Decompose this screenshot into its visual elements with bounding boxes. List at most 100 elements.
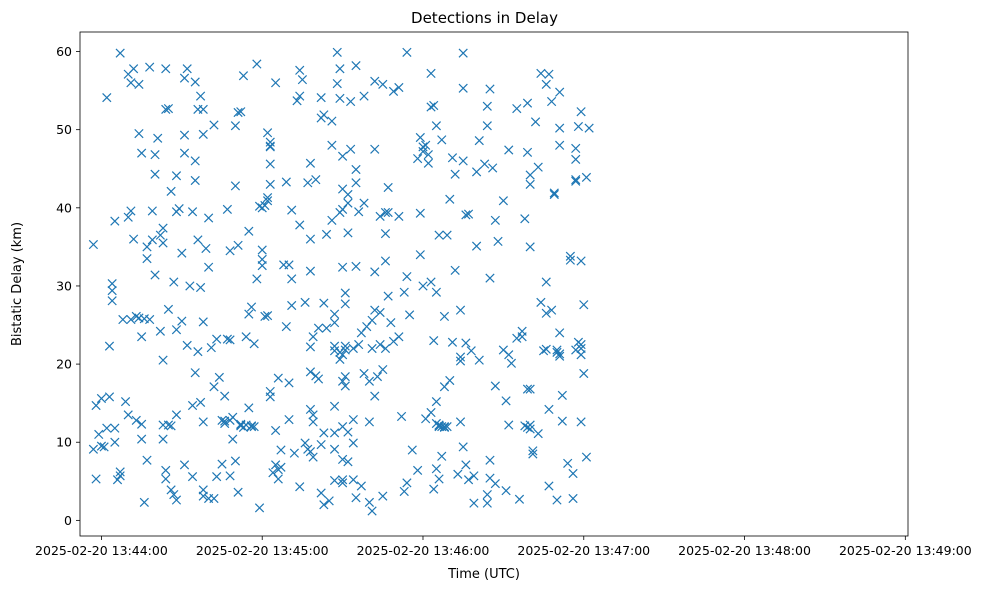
data-point [182,340,192,350]
data-point [329,444,340,454]
data-point [571,154,581,164]
data-point [546,96,557,107]
data-point [536,68,546,79]
data-point [343,189,353,200]
data-point [182,64,192,74]
data-point [158,223,168,233]
data-point [576,417,586,427]
data-point [351,164,361,175]
data-point [450,169,460,179]
data-point [442,421,452,432]
data-point [308,332,318,342]
data-point [112,475,123,485]
y-tick-label: 60 [56,44,72,59]
y-tick-label: 20 [56,357,72,372]
data-point [340,299,350,309]
y-tick-label: 30 [56,278,72,293]
data-point [498,196,509,206]
data-point [96,393,107,404]
data-point [94,429,104,440]
data-point [246,302,257,312]
data-point [107,296,117,306]
data-point [329,346,340,356]
data-point [327,215,337,225]
data-point [166,485,176,495]
data-point [102,423,112,433]
data-point [429,336,439,346]
data-point [329,475,340,486]
data-point [343,198,353,208]
data-point [203,213,214,223]
y-axis-label: Bistatic Delay (km) [10,222,25,346]
data-point [415,132,425,143]
data-point [238,71,249,81]
data-point [431,464,442,474]
data-point [150,150,160,160]
data-point [552,347,562,357]
data-point [482,498,492,508]
data-point [300,297,310,307]
data-point [262,196,273,206]
data-point [555,349,565,359]
data-point [161,64,171,74]
data-point [413,153,423,164]
data-point [163,103,174,114]
data-point [490,381,500,391]
data-point [110,423,120,433]
data-point [104,341,115,351]
data-point [458,442,468,452]
data-point [431,287,442,297]
data-point [110,437,120,447]
plot-frame [79,31,909,537]
data-point [525,424,535,434]
data-point [426,277,436,287]
data-point [292,96,302,106]
data-point [303,178,313,188]
data-point [145,62,155,72]
data-point [399,287,409,297]
data-point [522,98,533,108]
data-point [458,48,468,58]
data-point [581,452,592,462]
data-point [179,130,190,140]
data-point [166,421,176,431]
data-point [123,212,133,222]
data-point [150,169,160,179]
data-point [198,129,208,139]
data-point [351,493,361,503]
data-point [356,481,366,491]
data-point [161,474,171,484]
x-tick-label: 2025-02-20 13:48:00 [678,543,811,558]
data-point [522,384,533,394]
x-axis: 2025-02-20 13:44:00 2025-02-20 13:45:00 20… [35,536,972,558]
data-point [252,274,262,284]
data-point [139,497,149,508]
data-point [541,277,551,287]
data-point [346,144,356,154]
data-point [552,495,562,505]
data-point [201,243,211,254]
data-point [88,444,99,454]
data-point [265,179,275,189]
data-point [533,429,543,439]
data-point [380,207,391,218]
data-point [198,491,208,501]
data-point [150,270,160,280]
data-point [576,107,586,117]
data-point [297,75,308,85]
data-point [262,128,273,138]
data-point [418,142,428,152]
data-point [418,146,428,157]
data-point [372,371,383,382]
data-point [337,204,348,215]
data-point [474,355,484,365]
data-point [270,78,281,88]
data-point [434,230,444,240]
data-point [555,328,565,338]
data-point [471,167,482,177]
data-point [354,207,364,217]
x-axis-label: Time (UTC) [447,567,520,582]
data-point [319,110,329,120]
data-point [370,305,380,315]
data-point [96,441,107,451]
